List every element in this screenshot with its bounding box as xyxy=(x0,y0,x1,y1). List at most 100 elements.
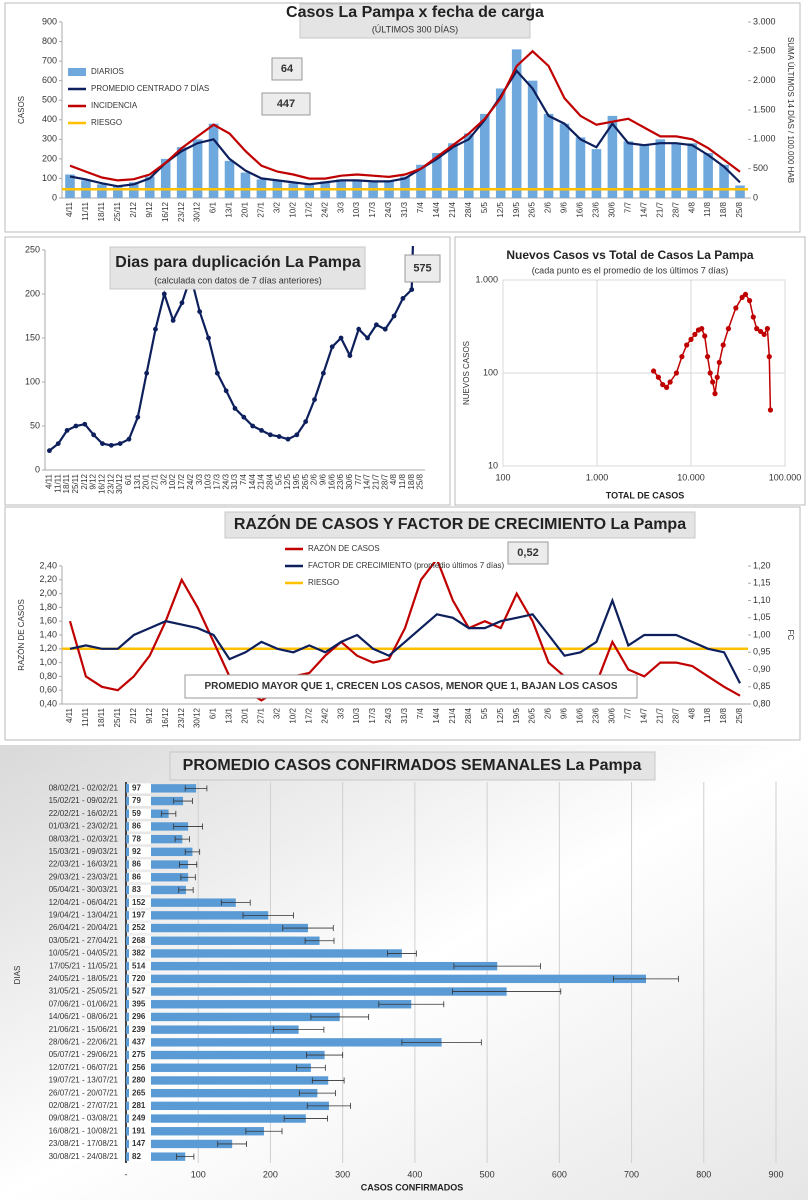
bar xyxy=(97,184,107,198)
point xyxy=(197,309,203,314)
value-label-box xyxy=(129,1138,151,1149)
point xyxy=(650,368,657,374)
legend-label: RIESGO xyxy=(308,578,339,587)
point xyxy=(757,328,764,335)
x-tick-label: 23/12 xyxy=(106,473,115,494)
x-tick-label: 25/11 xyxy=(71,473,80,493)
x-tick-label: 17/2 xyxy=(304,707,313,723)
error-bar xyxy=(180,874,196,881)
x-tick-label: 5/5 xyxy=(480,707,489,719)
x-tick-label: 21/7 xyxy=(655,707,664,723)
y-tick-label: 26/04/21 - 20/04/21 xyxy=(49,923,119,932)
value-label: 720 xyxy=(132,974,146,983)
point xyxy=(710,379,716,385)
x-tick-label: 10/3 xyxy=(204,473,213,489)
point xyxy=(673,370,680,376)
error-bar xyxy=(160,810,177,817)
y-tick-label: 17/05/21 - 11/05/21 xyxy=(49,961,118,970)
point xyxy=(655,374,662,380)
x-tick-label: 4/11 xyxy=(65,201,74,217)
x-tick-label: 30/6 xyxy=(608,707,617,723)
bar xyxy=(208,123,219,198)
legend-label: FACTOR DE CRECIMIENTO (promedio últimos … xyxy=(308,561,505,570)
x-tick-label: 7/7 xyxy=(623,707,632,719)
line xyxy=(69,49,741,182)
y-tick-label: 05/07/21 - 29/06/21 xyxy=(49,1050,119,1059)
bar xyxy=(719,164,729,198)
value-label-box xyxy=(129,910,151,921)
y-tick-label: 0,80 xyxy=(39,671,57,681)
value-label-box xyxy=(129,897,151,908)
chart-title: Dias para duplicación La Pampa xyxy=(115,254,361,271)
y-axis-label: CASOS xyxy=(17,96,26,124)
bar xyxy=(559,123,570,198)
x-tick-label: 200 xyxy=(263,1169,278,1179)
bar xyxy=(126,936,320,945)
bar xyxy=(176,147,187,198)
value-label: 78 xyxy=(132,834,141,843)
point xyxy=(250,423,256,429)
point xyxy=(73,423,79,429)
x-tick-label: 27/1 xyxy=(257,201,266,217)
x-tick-label: 12/5 xyxy=(496,707,505,723)
error-bar xyxy=(184,848,201,855)
point xyxy=(373,322,379,328)
x-tick-label: 2/12 xyxy=(129,201,138,217)
y-tick-label: 900 xyxy=(42,16,57,26)
value-label-box xyxy=(129,948,151,959)
x-tick-label: 10.000 xyxy=(677,472,705,482)
x-tick-label: 100 xyxy=(495,472,510,482)
callout-box xyxy=(271,57,303,81)
value-label: 268 xyxy=(132,936,146,945)
point xyxy=(232,406,238,411)
point xyxy=(126,436,132,442)
x-tick-label: 16/12 xyxy=(98,473,107,494)
value-label: 79 xyxy=(132,796,141,805)
x-tick-label: 100 xyxy=(191,1169,206,1179)
error-bar xyxy=(242,912,294,919)
x-tick-label: 28/4 xyxy=(464,201,473,217)
point xyxy=(739,294,745,300)
y-tick-label: 31/05/21 - 25/05/21 xyxy=(49,987,119,996)
x-tick-label: 20/1 xyxy=(241,201,250,217)
x-tick-label: - xyxy=(125,1169,128,1179)
point xyxy=(767,407,774,413)
x-tick-label: 16/6 xyxy=(576,201,585,217)
point xyxy=(47,448,52,454)
x-tick-label: 3/2 xyxy=(272,201,281,213)
value-label: 239 xyxy=(132,1025,146,1034)
point xyxy=(742,291,749,298)
y-tick-label: 28/06/21 - 22/06/21 xyxy=(49,1037,119,1046)
y-tick-label: 15/02/21 - 09/02/21 xyxy=(49,796,119,805)
value-label-box xyxy=(129,923,151,934)
bar xyxy=(448,143,458,198)
y-tick-label: 2,00 xyxy=(39,588,57,598)
x-tick-label: 16/6 xyxy=(327,473,336,489)
x-tick-label: 11/11 xyxy=(81,201,90,220)
line xyxy=(69,69,741,188)
value-label: 252 xyxy=(132,923,146,932)
error-bar xyxy=(453,963,541,970)
y2-tick-label: 1,10 xyxy=(753,595,771,605)
chart-subtitle: (calculada con datos de 7 días anteriore… xyxy=(154,275,322,285)
x-tick-label: 16/6 xyxy=(576,707,585,723)
point xyxy=(750,314,756,320)
point xyxy=(660,382,666,388)
point xyxy=(356,326,362,332)
point xyxy=(206,335,211,341)
x-tick-label: 9/6 xyxy=(560,201,569,213)
callout-box xyxy=(404,254,441,283)
bar xyxy=(192,139,203,198)
bar xyxy=(591,149,602,198)
y-tick-label: 1,40 xyxy=(39,629,57,639)
point xyxy=(320,370,326,376)
y2-tick-label: 1,20 xyxy=(753,560,771,570)
bar xyxy=(126,1050,325,1060)
line xyxy=(69,597,741,684)
value-label-box xyxy=(129,859,151,870)
x-tick-label: 30/12 xyxy=(115,473,124,494)
x-tick-label: 400 xyxy=(407,1169,422,1179)
error-bar xyxy=(452,988,562,995)
point xyxy=(766,354,772,360)
x-tick-label: 5/5 xyxy=(480,201,489,213)
